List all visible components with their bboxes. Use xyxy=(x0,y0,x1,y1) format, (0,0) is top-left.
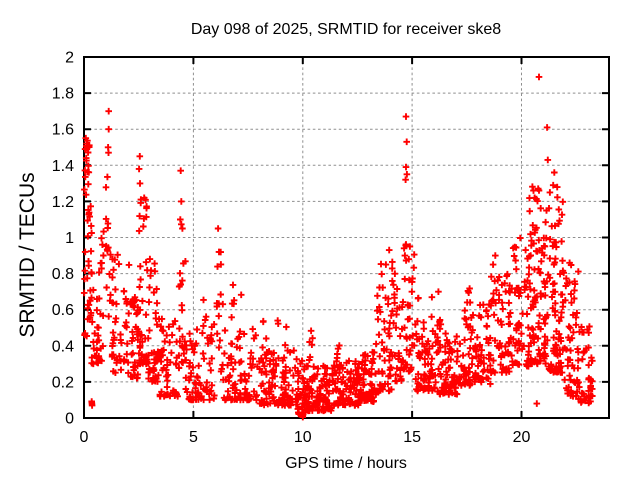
x-tick-label: 5 xyxy=(189,429,198,446)
y-tick-label: 0.4 xyxy=(52,338,74,355)
y-axis-label: SRMTID / TECUs xyxy=(16,172,39,337)
gridlines xyxy=(84,57,609,418)
y-tick-label: 1.2 xyxy=(52,194,74,211)
data-points xyxy=(80,73,596,421)
y-tick-label: 0.2 xyxy=(52,374,74,391)
x-tick-label: 20 xyxy=(513,429,531,446)
y-tick-label: 0.6 xyxy=(52,302,74,319)
y-tick-label: 1.8 xyxy=(52,86,74,103)
x-axis-label: GPS time / hours xyxy=(285,455,407,472)
y-tick-labels: 0 0.2 0.4 0.6 0.8 1 1.2 1.4 1.6 1.8 2 xyxy=(52,50,74,428)
y-tick-label: 1 xyxy=(65,230,74,247)
x-tick-label: 0 xyxy=(80,429,89,446)
y-tick-label: 1.6 xyxy=(52,122,74,139)
y-tick-label: 1.4 xyxy=(52,158,74,175)
x-tick-labels: 0 5 10 15 20 xyxy=(80,429,531,446)
x-tick-label: 15 xyxy=(403,429,421,446)
y-tick-label: 2 xyxy=(65,50,74,67)
x-tick-label: 10 xyxy=(294,429,312,446)
chart-title: Day 098 of 2025, SRMTID for receiver ske… xyxy=(191,21,501,38)
y-tick-label: 0.8 xyxy=(52,266,74,283)
y-tick-label: 0 xyxy=(65,411,74,428)
